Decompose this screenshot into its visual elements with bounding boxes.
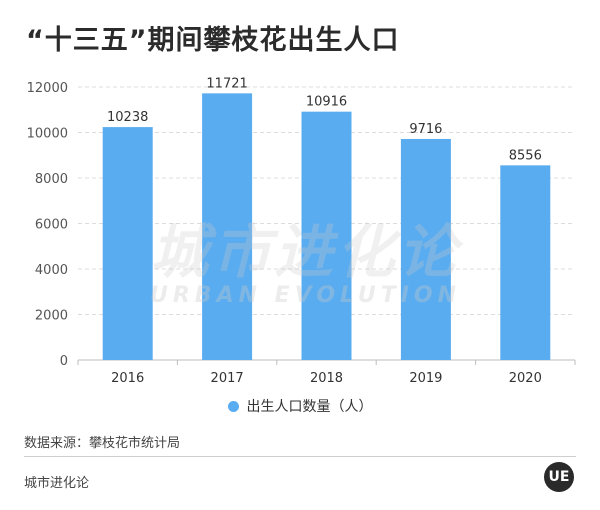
bar bbox=[202, 93, 253, 360]
y-tick-label: 0 bbox=[60, 354, 68, 369]
x-tick-label: 2018 bbox=[310, 371, 343, 386]
bar bbox=[301, 111, 352, 360]
bar bbox=[400, 138, 451, 360]
x-tick-label: 2016 bbox=[111, 371, 144, 386]
bar-chart: 0 2000 4000 6000 8000 10000 12000 10238 2016 1172… bbox=[27, 76, 576, 386]
y-tick-label: 6000 bbox=[35, 218, 68, 233]
bar bbox=[102, 127, 153, 360]
y-tick-label: 4000 bbox=[35, 263, 68, 278]
legend: 出生人口数量（人） bbox=[0, 396, 600, 416]
brand-logo: UE bbox=[544, 462, 574, 492]
legend-label: 出生人口数量（人） bbox=[246, 399, 373, 415]
y-tick-label: 10000 bbox=[27, 127, 68, 142]
x-tick-label: 2020 bbox=[509, 371, 542, 386]
bar bbox=[500, 165, 551, 360]
y-tick-label: 2000 bbox=[35, 309, 68, 324]
data-label: 10238 bbox=[107, 110, 148, 125]
data-label: 10916 bbox=[306, 95, 347, 110]
footer-divider bbox=[24, 456, 576, 457]
data-label: 9716 bbox=[409, 122, 442, 137]
chart-title: “十三五”期间攀枝花出生人口 bbox=[26, 25, 400, 56]
x-tick-label: 2017 bbox=[211, 371, 244, 386]
brand-name: 城市进化论 bbox=[24, 476, 90, 491]
data-source: 数据来源：攀枝花市统计局 bbox=[24, 436, 181, 451]
y-tick-label: 8000 bbox=[35, 172, 68, 187]
data-label: 11721 bbox=[206, 76, 247, 91]
y-tick-label: 12000 bbox=[27, 81, 68, 96]
data-label: 8556 bbox=[509, 148, 542, 163]
x-tick-label: 2019 bbox=[409, 371, 442, 386]
legend-marker bbox=[227, 400, 239, 412]
